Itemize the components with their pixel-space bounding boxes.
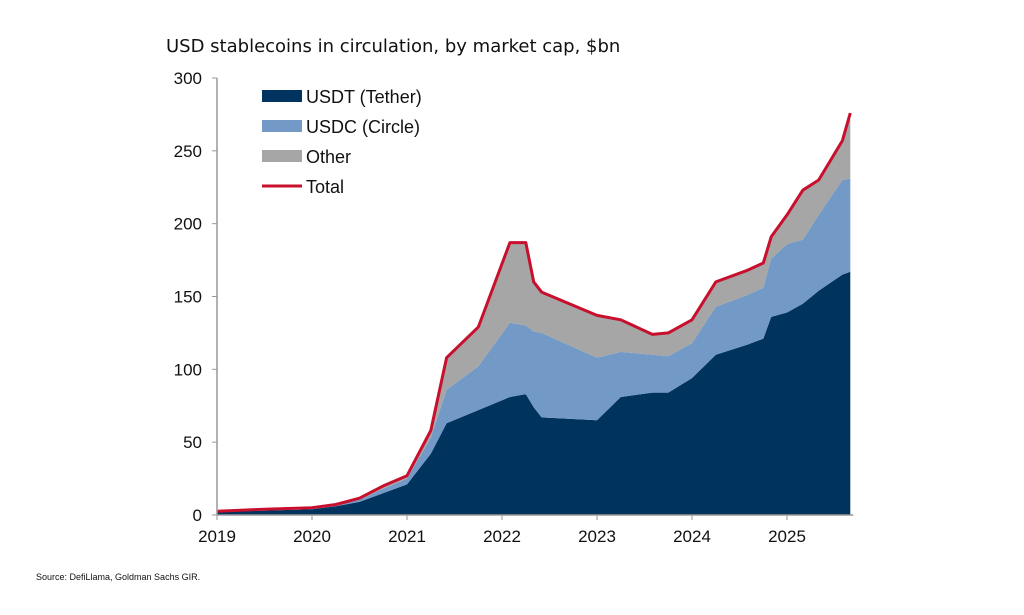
y-tick-label: 50 bbox=[183, 433, 202, 452]
legend-label: USDC (Circle) bbox=[306, 117, 420, 137]
legend-swatch bbox=[262, 120, 302, 132]
areas bbox=[216, 112, 852, 515]
legend-swatch bbox=[262, 150, 302, 162]
x-tick-label: 2022 bbox=[483, 527, 521, 546]
y-tick-label: 250 bbox=[174, 142, 202, 161]
x-tick-label: 2025 bbox=[768, 527, 806, 546]
y-tick-label: 150 bbox=[174, 288, 202, 307]
total-line bbox=[216, 112, 852, 513]
legend: USDT (Tether) USDC (Circle) Other Total bbox=[262, 87, 422, 197]
x-tick-label: 2024 bbox=[673, 527, 711, 546]
x-tick-label: 2023 bbox=[578, 527, 616, 546]
x-tick-label: 2019 bbox=[198, 527, 236, 546]
y-tick-label: 0 bbox=[193, 506, 202, 525]
source-note: Source: DefiLlama, Goldman Sachs GIR. bbox=[36, 572, 200, 582]
legend-label: USDT (Tether) bbox=[306, 87, 422, 107]
x-tick-label: 2021 bbox=[388, 527, 426, 546]
area-usdt bbox=[217, 271, 851, 515]
y-tick-label: 100 bbox=[174, 360, 202, 379]
area-usdc bbox=[217, 178, 851, 513]
area-other bbox=[217, 113, 851, 512]
y-tick-label: 300 bbox=[174, 69, 202, 88]
x-tick-label: 2020 bbox=[293, 527, 331, 546]
y-tick-label: 200 bbox=[174, 215, 202, 234]
legend-swatch bbox=[262, 90, 302, 102]
legend-label: Other bbox=[306, 147, 351, 167]
chart-title: USD stablecoins in circulation, by marke… bbox=[166, 36, 620, 57]
legend-label: Total bbox=[306, 177, 344, 197]
axes: 0 50 100 150 200 250 300 2019 2020 2021 2022 2023 20… bbox=[174, 69, 854, 546]
